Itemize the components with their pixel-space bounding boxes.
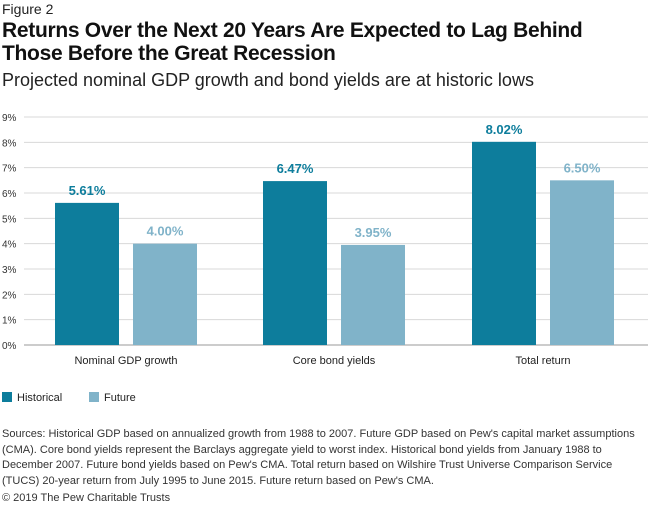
y-tick-label: 5%	[2, 214, 17, 225]
legend-item-historical: Historical	[2, 392, 62, 404]
copyright: © 2019 The Pew Charitable Trusts	[2, 492, 171, 504]
y-tick-label: 4%	[2, 240, 17, 251]
chart-title: Returns Over the Next 20 Years Are Expec…	[2, 19, 583, 65]
figure-label: Figure 2	[2, 1, 54, 17]
bar-historical	[55, 202, 119, 345]
data-label-future: 4.00%	[147, 224, 184, 239]
bar-future	[133, 243, 197, 345]
y-tick-label: 9%	[2, 113, 17, 124]
y-tick-label: 6%	[2, 189, 17, 200]
legend-label-future: Future	[104, 392, 136, 404]
legend-swatch-future	[89, 392, 99, 402]
legend-item-future: Future	[89, 392, 136, 404]
bar-future	[550, 180, 614, 345]
data-label-future: 6.50%	[564, 160, 601, 175]
bar-historical	[263, 181, 327, 345]
chart-subtitle: Projected nominal GDP growth and bond yi…	[2, 70, 534, 90]
data-label-historical: 6.47%	[277, 161, 314, 176]
bar-chart: 0% 1% 2% 3% 4% 5% 6% 7% 8% 9% 5.61% 4.00% Nominal GD…	[2, 113, 648, 367]
bar-historical	[472, 141, 536, 345]
y-tick-label: 0%	[2, 341, 17, 352]
x-category-label: Total return	[515, 355, 570, 367]
y-tick-label: 3%	[2, 265, 17, 276]
y-tick-label: 8%	[2, 138, 17, 149]
bar-future	[341, 244, 405, 345]
legend-swatch-historical	[2, 392, 12, 402]
y-tick-label: 7%	[2, 164, 17, 175]
x-category-label: Core bond yields	[293, 355, 376, 367]
data-label-historical: 5.61%	[69, 183, 106, 198]
data-label-historical: 8.02%	[486, 122, 523, 137]
x-category-label: Nominal GDP growth	[74, 355, 177, 367]
sources-note: Sources: Historical GDP based on annuali…	[2, 428, 635, 487]
y-tick-label: 2%	[2, 290, 17, 301]
data-label-future: 3.95%	[355, 225, 392, 240]
legend-label-historical: Historical	[17, 392, 63, 404]
y-tick-label: 1%	[2, 316, 17, 327]
